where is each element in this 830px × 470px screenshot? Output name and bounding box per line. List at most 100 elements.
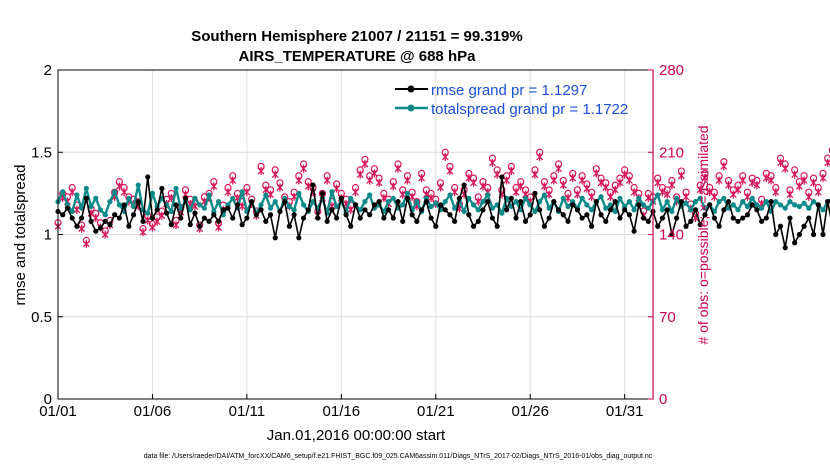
obs-assimilated-marker [588,192,596,201]
obs-assimilated-marker [701,174,709,183]
rmse-point [352,202,359,208]
rmse-point [768,199,774,205]
obs-assimilated-marker [493,170,501,179]
totalspread-point [310,199,316,205]
rmse-point [433,223,439,229]
totalspread-point [792,202,798,208]
legend: rmse grand pr = 1.1297 totalspread grand… [395,82,628,118]
rmse-point [461,182,467,188]
totalspread-point [452,205,458,211]
obs-assimilated-marker [767,176,775,185]
totalspread-point [640,202,647,208]
rmse-point [357,215,363,221]
rmse-point [220,207,226,213]
rmse-point [725,199,732,205]
rmse-point [489,215,496,221]
rmse-point [296,235,302,241]
rmse-point [112,212,118,218]
totalspread-point [215,199,222,205]
totalspread-point [470,202,477,208]
obs-assimilated-marker [791,170,799,179]
obs-assimilated-marker [276,183,284,192]
rmse-point [801,223,807,229]
rmse-point [69,215,75,221]
obs-assimilated-marker [569,174,577,183]
obs-assimilated-marker [536,152,544,161]
totalspread-point [300,202,307,208]
totalspread-point [763,199,769,205]
obs-assimilated-marker [403,176,411,185]
rmse-point [282,199,288,205]
obs-assimilated-marker [267,190,274,199]
totalspread-point [130,203,137,210]
totalspread-point [475,207,481,213]
rmse-point [390,215,396,221]
obs-assimilated-marker [479,182,487,191]
totalspread-point [286,203,292,210]
y-tick-label: 1 [44,227,52,244]
totalspread-point [168,208,174,215]
rmse-point [225,205,231,211]
totalspread-point [603,205,609,211]
obs-assimilated-marker [101,230,109,239]
totalspread-point [659,207,666,213]
obs-assimilated-marker [394,164,402,173]
rmse-point [796,231,802,238]
obs-assimilated-marker [68,188,76,197]
totalspread-point [88,203,94,210]
obs-assimilated-marker [810,178,818,187]
totalspread-point [126,195,132,201]
totalspread-point [730,202,736,208]
totalspread-point [522,195,529,201]
totalspread-point [702,205,708,211]
rmse-point [211,212,217,218]
obs-assimilated-marker [389,182,397,191]
rmse-point [79,215,85,221]
x-tick-label: 01/21 [417,403,455,420]
totalspread-point [801,200,807,206]
totalspread-point [173,185,179,192]
rmse-point [546,215,552,221]
rmse-point [456,195,462,201]
totalspread-point [655,192,661,198]
obs-possible-marker [828,147,830,153]
totalspread-point [74,192,80,198]
obs-assimilated-marker [578,176,586,185]
rmse-point [584,212,590,218]
rmse-point [300,215,307,221]
rmse-point [206,218,212,224]
rmse-point [97,225,104,231]
totalspread-point [296,190,302,196]
totalspread-point [579,195,585,201]
totalspread-point [442,199,448,205]
rmse-point [504,207,510,213]
obs-assimilated-marker [257,167,265,176]
obs-assimilated-marker [333,184,341,193]
rmse-point [541,223,547,229]
y-tick-label: 2 [44,62,52,79]
totalspread-point [135,182,141,188]
rmse-point [820,231,826,238]
rmse-point [187,222,193,228]
obs-assimilated-marker [668,181,676,190]
rmse-point [645,218,651,224]
rmse-point [626,212,632,218]
rmse-point [631,228,637,234]
obs-assimilated-marker [271,170,279,179]
rmse-point [759,218,765,224]
totalspread-point [688,207,694,213]
obs-assimilated-marker [621,170,629,179]
obs-assimilated-marker [224,188,232,197]
obs-assimilated-marker [739,176,747,185]
obs-assimilated-marker [781,164,789,173]
totalspread-point [192,195,198,201]
totalspread-point [291,207,297,213]
rmse-point [560,212,566,218]
totalspread-point [565,203,571,210]
totalspread-point [69,208,75,215]
obs-assimilated-marker [470,178,478,187]
rmse-point [636,202,642,208]
x-tick-label: 01/06 [134,403,172,420]
totalspread-point [201,205,207,211]
